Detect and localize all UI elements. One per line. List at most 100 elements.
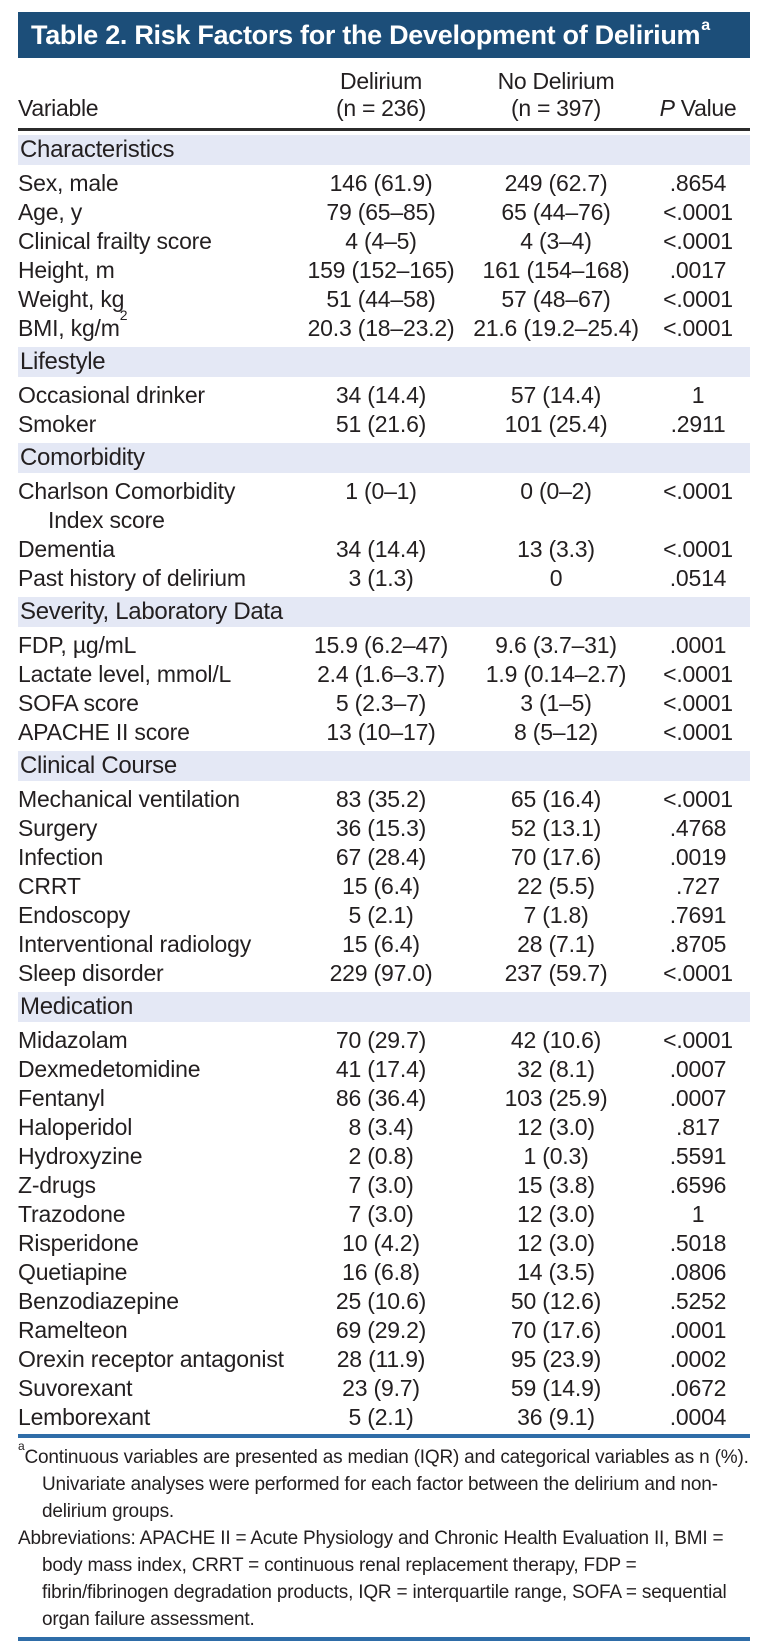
table-row: Hydroxyzine 2 (0.8) 1 (0.3) .5591 (18, 1142, 750, 1171)
table-row: Endoscopy 5 (2.1) 7 (1.8) .7691 (18, 901, 750, 930)
table-section: Clinical Course Mechanical ventilation 8… (18, 751, 750, 988)
no-delirium-value: 9.6 (3.7–31) (495, 632, 617, 658)
row-label-text: Sleep disorder (18, 960, 164, 986)
p-value: .0007 (669, 1056, 727, 1082)
p-value: <.0001 (663, 315, 733, 341)
no-delirium-value: 13 (3.3) (517, 536, 595, 562)
table-row: Midazolam 70 (29.7) 42 (10.6) <.0001 (18, 1026, 750, 1055)
table-row: Age, y 79 (65–85) 65 (44–76) <.0001 (18, 198, 750, 227)
table-section: Lifestyle Occasional drinker 34 (14.4) 5… (18, 347, 750, 439)
row-label-line1: Dexmedetomidine (18, 1055, 296, 1084)
p-value: <.0001 (663, 228, 733, 254)
p-value: <.0001 (663, 199, 733, 225)
row-label: APACHE II score (18, 718, 296, 747)
delirium-value: 28 (11.9) (336, 1346, 426, 1372)
section-rows: Occasional drinker 34 (14.4) 57 (14.4) 1… (18, 381, 750, 439)
row-label-line1: Age, y (18, 198, 296, 227)
delirium-value: 83 (35.2) (335, 786, 427, 812)
row-label-text: Mechanical ventilation (18, 786, 240, 812)
row-label: Dementia (18, 535, 296, 564)
p-value: <.0001 (663, 661, 733, 687)
section-header: Clinical Course (18, 751, 750, 781)
p-header-rest: Value (674, 95, 737, 121)
row-label-line1: Lactate level, mmol/L (18, 660, 296, 689)
no-delirium-value: 28 (7.1) (517, 931, 595, 957)
row-label-text: Age, y (18, 199, 83, 225)
table-row: Past history of delirium 3 (1.3) 0 .0514 (18, 564, 750, 593)
row-label-line1: Orexin receptor antagonist (18, 1345, 296, 1374)
table-row: Occasional drinker 34 (14.4) 57 (14.4) 1 (18, 381, 750, 410)
p-value: <.0001 (663, 286, 733, 312)
row-label-line1: CRRT (18, 872, 296, 901)
no-delirium-value: 95 (23.9) (510, 1346, 602, 1372)
row-label-text: Trazodone (18, 1201, 126, 1227)
row-label-text: Midazolam (18, 1027, 128, 1053)
no-delirium-value: 14 (3.5) (517, 1259, 595, 1285)
p-value: <.0001 (663, 690, 733, 716)
delirium-value: 5 (2.1) (348, 902, 414, 928)
row-label-line1: Mechanical ventilation (18, 785, 296, 814)
row-label-line1: Dementia (18, 535, 296, 564)
section-rows: Midazolam 70 (29.7) 42 (10.6) <.0001 Dex… (18, 1026, 750, 1432)
row-label-text: Surgery (18, 815, 98, 841)
row-label-line1: Z-drugs (18, 1171, 296, 1200)
row-label: Suvorexant (18, 1374, 296, 1403)
no-delirium-value: 7 (1.8) (523, 902, 589, 928)
p-value: .5018 (669, 1230, 727, 1256)
footnote-abbreviations-text: Abbreviations: APACHE II = Acute Physiol… (18, 1528, 727, 1630)
no-delirium-value: 65 (44–76) (501, 199, 611, 225)
row-label-text: Z-drugs (18, 1172, 96, 1198)
no-delirium-value: 12 (3.0) (517, 1230, 595, 1256)
delirium-value: 8 (3.4) (348, 1114, 414, 1140)
delirium-value: 15.9 (6.2–47) (313, 632, 449, 658)
row-label: Risperidone (18, 1229, 296, 1258)
table-row: Sleep disorder 229 (97.0) 237 (59.7) <.0… (18, 959, 750, 988)
p-value: .5591 (669, 1143, 727, 1169)
row-label-text: Smoker (18, 411, 97, 437)
footnote-a: aContinuous variables are presented as m… (18, 1440, 750, 1525)
column-header-no-delirium-line2: (n = 397) (511, 95, 601, 121)
no-delirium-value: 21.6 (19.2–25.4) (473, 315, 639, 341)
table-row: Fentanyl 86 (36.4) 103 (25.9) .0007 (18, 1084, 750, 1113)
section-rows: Sex, male 146 (61.9) 249 (62.7) .8654 Ag… (18, 169, 750, 343)
delirium-value: 5 (2.1) (348, 1404, 414, 1430)
row-label-text: Infection (18, 844, 104, 870)
delirium-value: 13 (10–17) (326, 719, 436, 745)
row-label: Sleep disorder (18, 959, 296, 988)
no-delirium-value: 237 (59.7) (504, 960, 608, 986)
p-value: .0007 (669, 1085, 727, 1111)
delirium-value: 25 (10.6) (335, 1288, 427, 1314)
row-label-line1: Hydroxyzine (18, 1142, 296, 1171)
delirium-value: 7 (3.0) (348, 1172, 414, 1198)
figure-bottom-rule (18, 1637, 750, 1641)
p-value: .0004 (669, 1404, 727, 1430)
table-row: SOFA score 5 (2.3–7) 3 (1–5) <.0001 (18, 689, 750, 718)
delirium-value: 2 (0.8) (348, 1143, 414, 1169)
section-header: Lifestyle (18, 347, 750, 377)
section-header: Severity, Laboratory Data (18, 597, 750, 627)
row-label-line1: Haloperidol (18, 1113, 296, 1142)
delirium-value: 229 (97.0) (329, 960, 433, 986)
table-row: FDP, µg/mL 15.9 (6.2–47) 9.6 (3.7–31) .0… (18, 631, 750, 660)
row-label-line1: Trazodone (18, 1200, 296, 1229)
p-value: .2911 (670, 411, 726, 437)
no-delirium-value: 15 (3.8) (517, 1172, 595, 1198)
row-label-line1: APACHE II score (18, 718, 296, 747)
row-label: Height, m (18, 256, 296, 285)
delirium-value: 4 (4–5) (345, 228, 417, 254)
no-delirium-value: 32 (8.1) (517, 1056, 595, 1082)
row-label-text: APACHE II score (18, 719, 190, 745)
delirium-value: 1 (0–1) (345, 478, 417, 504)
no-delirium-value: 101 (25.4) (504, 411, 608, 437)
footnote-a-marker: a (18, 1438, 25, 1453)
p-value: .0806 (669, 1259, 727, 1285)
section-rows: Mechanical ventilation 83 (35.2) 65 (16.… (18, 785, 750, 988)
row-label-line1: Surgery (18, 814, 296, 843)
row-label-line1: Fentanyl (18, 1084, 296, 1113)
table-row: Dementia 34 (14.4) 13 (3.3) <.0001 (18, 535, 750, 564)
delirium-value: 79 (65–85) (326, 199, 436, 225)
p-value: .0514 (669, 565, 727, 591)
column-header-no-delirium: No Delirium (n = 397) (466, 68, 646, 122)
row-label-text: Fentanyl (18, 1085, 105, 1111)
